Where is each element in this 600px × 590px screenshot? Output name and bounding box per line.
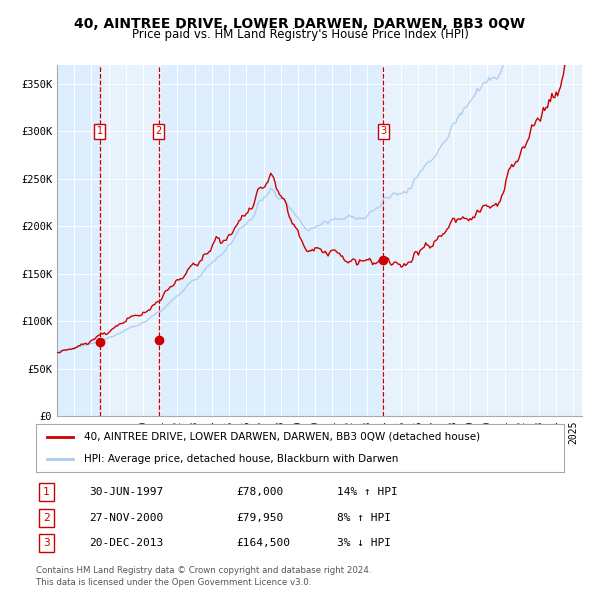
- Text: £78,000: £78,000: [236, 487, 284, 497]
- Text: 20-DEC-2013: 20-DEC-2013: [89, 538, 163, 548]
- Text: 3% ↓ HPI: 3% ↓ HPI: [337, 538, 391, 548]
- Text: This data is licensed under the Open Government Licence v3.0.: This data is licensed under the Open Gov…: [36, 578, 311, 587]
- Text: £164,500: £164,500: [236, 538, 290, 548]
- Text: 30-JUN-1997: 30-JUN-1997: [89, 487, 163, 497]
- Bar: [158, 65, 383, 416]
- Bar: [100, 65, 158, 416]
- Text: Contains HM Land Registry data © Crown copyright and database right 2024.: Contains HM Land Registry data © Crown c…: [36, 566, 371, 575]
- Text: 1: 1: [43, 487, 50, 497]
- Text: 1: 1: [97, 126, 103, 136]
- Bar: [383, 65, 582, 416]
- Text: 40, AINTREE DRIVE, LOWER DARWEN, DARWEN, BB3 0QW (detached house): 40, AINTREE DRIVE, LOWER DARWEN, DARWEN,…: [83, 432, 479, 442]
- Text: 3: 3: [380, 126, 386, 136]
- Text: £79,950: £79,950: [236, 513, 284, 523]
- Text: 2: 2: [155, 126, 161, 136]
- Text: 27-NOV-2000: 27-NOV-2000: [89, 513, 163, 523]
- Text: 40, AINTREE DRIVE, LOWER DARWEN, DARWEN, BB3 0QW: 40, AINTREE DRIVE, LOWER DARWEN, DARWEN,…: [74, 17, 526, 31]
- Bar: [57, 65, 100, 416]
- Text: 3: 3: [43, 538, 50, 548]
- Text: Price paid vs. HM Land Registry's House Price Index (HPI): Price paid vs. HM Land Registry's House …: [131, 28, 469, 41]
- Text: 2: 2: [43, 513, 50, 523]
- Text: 14% ↑ HPI: 14% ↑ HPI: [337, 487, 398, 497]
- Text: 8% ↑ HPI: 8% ↑ HPI: [337, 513, 391, 523]
- Text: HPI: Average price, detached house, Blackburn with Darwen: HPI: Average price, detached house, Blac…: [83, 454, 398, 464]
